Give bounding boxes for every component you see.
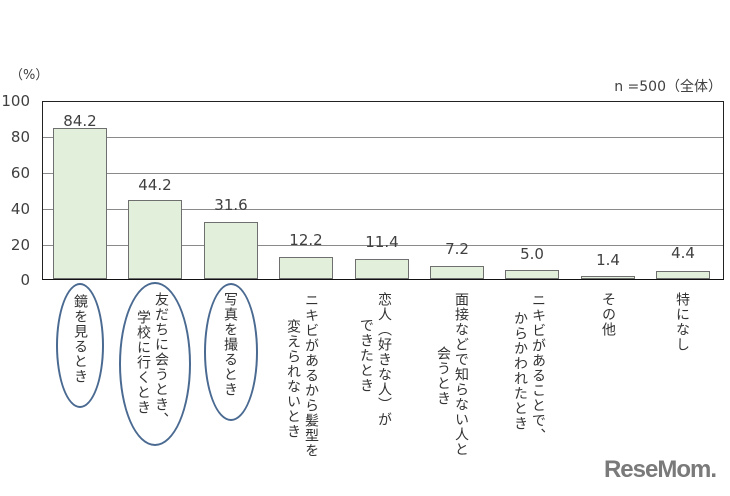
value-label: 7.2 xyxy=(445,240,469,258)
value-label: 4.4 xyxy=(671,244,695,262)
category-label: ニキビがあるから髪型を 変えられないとき xyxy=(285,293,319,458)
value-label: 44.2 xyxy=(138,176,172,194)
category-label: ニキビがあることで、 からかわれたとき xyxy=(512,293,546,443)
highlight-oval xyxy=(56,283,104,408)
value-label: 31.6 xyxy=(214,196,248,214)
resemom-watermark: ReseMom. xyxy=(603,456,717,483)
value-label: 11.4 xyxy=(365,233,399,251)
category-label: 恋人（好きな人）が できたとき xyxy=(358,292,392,427)
highlight-oval xyxy=(119,282,191,446)
ytick-60: 60 xyxy=(10,164,30,182)
value-label: 12.2 xyxy=(289,231,323,249)
ytick-0: 0 xyxy=(20,271,30,289)
bar-7 xyxy=(581,276,635,279)
bar-6 xyxy=(505,270,559,279)
value-label: 1.4 xyxy=(596,251,620,269)
bar-3 xyxy=(279,257,333,279)
bar-8 xyxy=(656,271,710,279)
ytick-100: 100 xyxy=(1,92,30,110)
bar-0 xyxy=(53,128,107,279)
bar-1 xyxy=(128,200,182,279)
bar-2 xyxy=(204,222,258,279)
category-label: 特になし xyxy=(674,292,690,352)
y-axis-unit: （%） xyxy=(10,68,49,83)
ytick-40: 40 xyxy=(10,200,30,218)
category-label: 友だちに会うとき、 学校に行くとき xyxy=(135,292,169,427)
plot-area xyxy=(42,101,724,280)
category-label: その他 xyxy=(600,292,616,337)
value-label: 84.2 xyxy=(63,112,97,130)
value-label: 5.0 xyxy=(520,245,544,263)
category-label: 面接などで知らない人と 会うとき xyxy=(435,292,469,457)
gridline xyxy=(43,209,723,210)
bar-5 xyxy=(430,266,484,279)
category-label: 写真を撮るとき xyxy=(222,292,238,397)
highlight-oval xyxy=(204,283,258,421)
bar-4 xyxy=(355,259,409,279)
gridline xyxy=(43,245,723,246)
ytick-20: 20 xyxy=(10,236,30,254)
category-label: 鏡を見るとき xyxy=(72,294,88,384)
sample-size-label: n =500（全体） xyxy=(614,79,722,95)
gridline xyxy=(43,173,723,174)
ytick-80: 80 xyxy=(10,128,30,146)
gridline xyxy=(43,137,723,138)
